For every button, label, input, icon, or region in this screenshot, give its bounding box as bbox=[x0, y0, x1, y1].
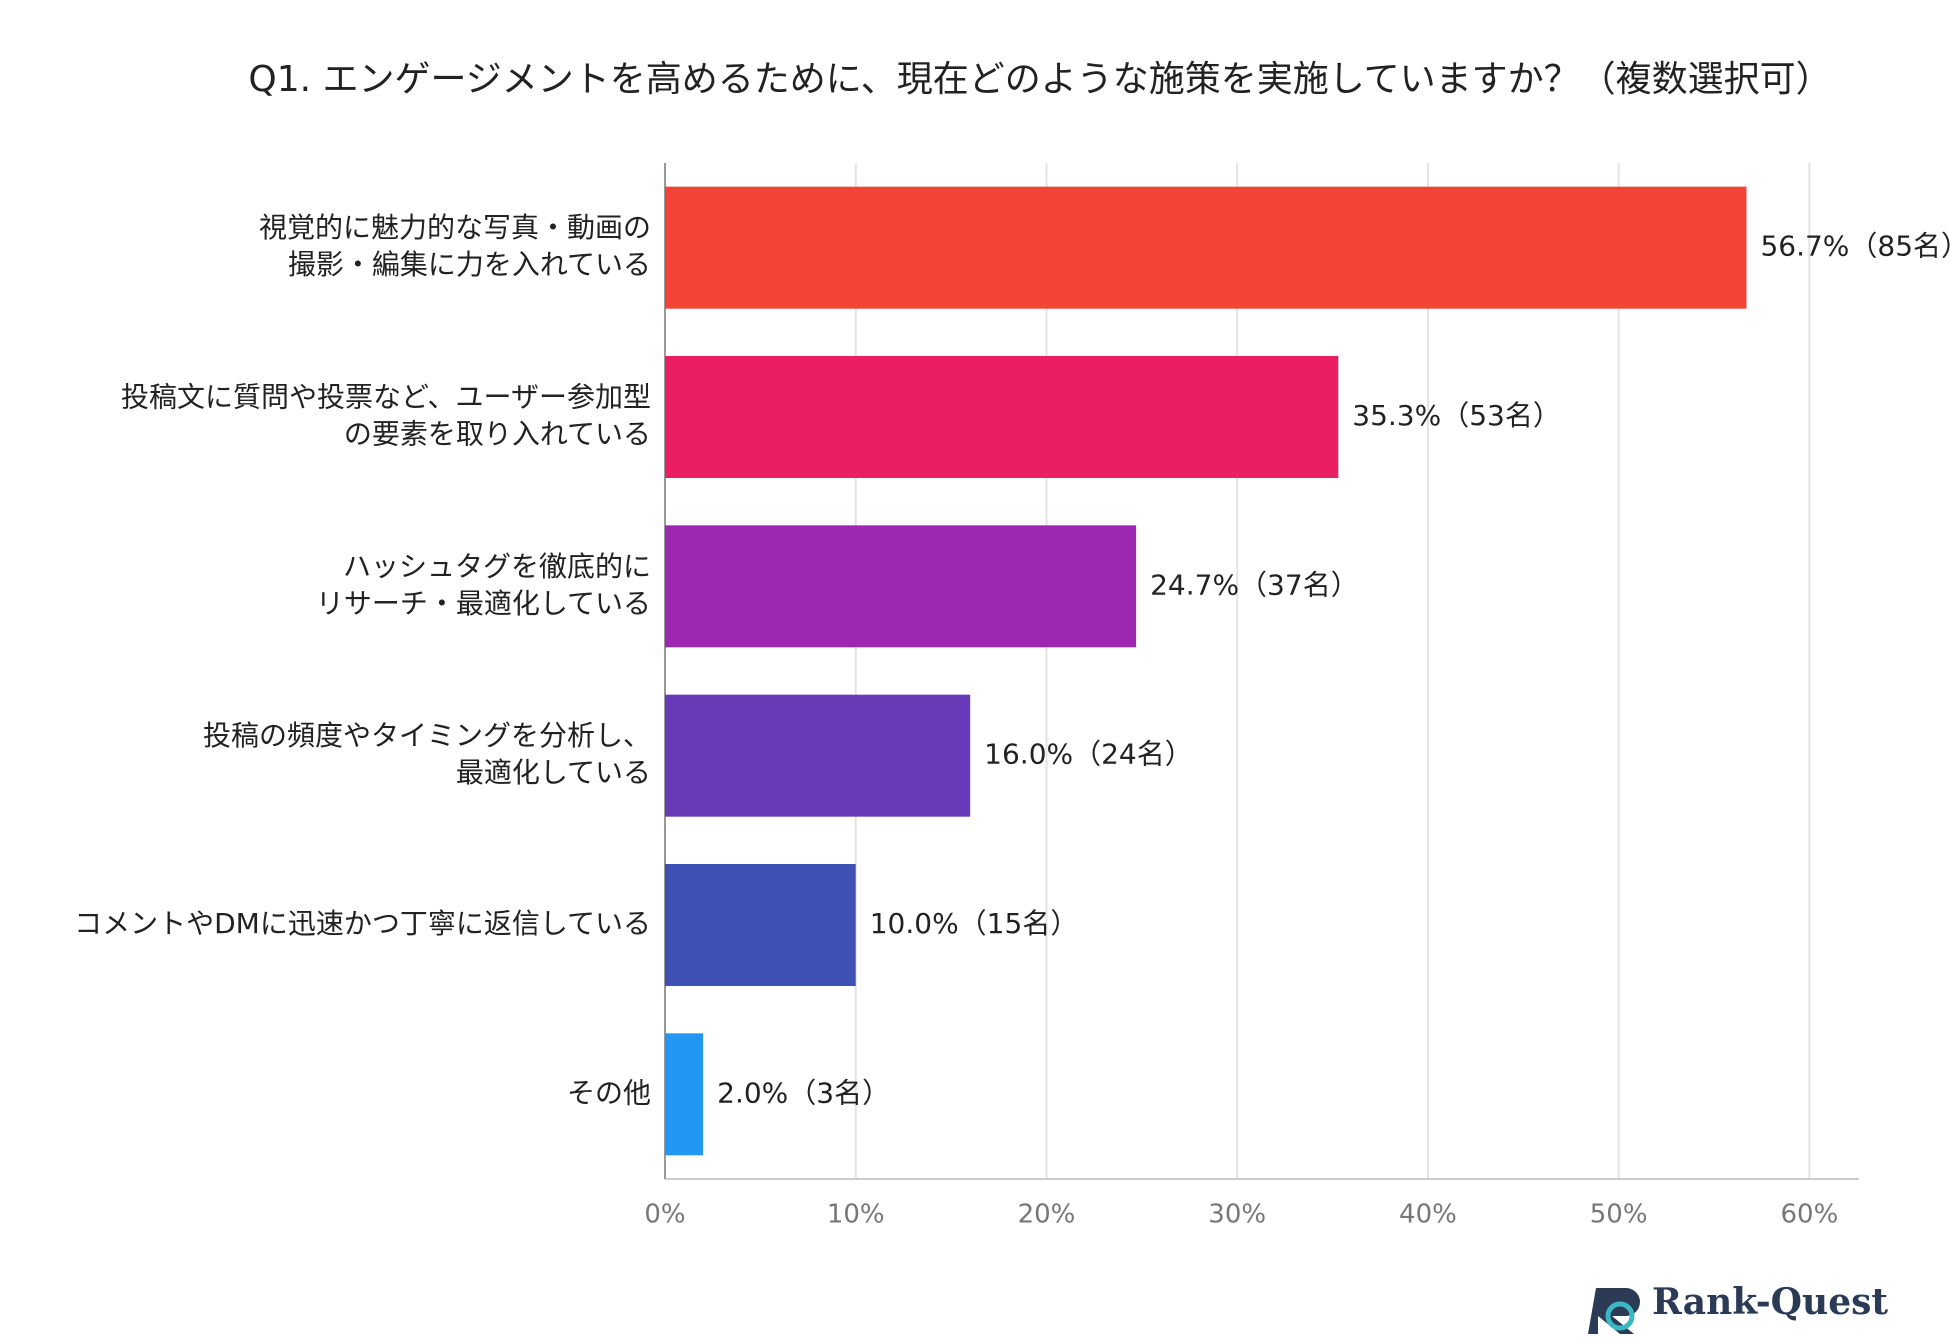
y-tick-label: ハッシュタグを徹底的に bbox=[343, 550, 651, 583]
value-label: 24.7%（37名） bbox=[1150, 568, 1359, 601]
bar bbox=[665, 525, 1137, 648]
x-tick-label: 0% bbox=[644, 1200, 685, 1230]
bar bbox=[665, 694, 971, 817]
y-tick-label: 投稿の頻度やタイミングを分析し、 bbox=[203, 719, 651, 752]
y-tick-label: その他 bbox=[567, 1076, 651, 1109]
y-tick-label: 視覚的に魅力的な写真・動画の bbox=[259, 211, 651, 244]
y-tick-label: 最適化している bbox=[456, 756, 651, 789]
chart-title: Q1. エンゲージメントを高めるために、現在どのような施策を実施していますか？（… bbox=[248, 59, 1831, 100]
logo-icon-ring bbox=[1605, 1301, 1635, 1331]
logo-text: Rank-Quest bbox=[1652, 1281, 1888, 1323]
x-tick-label: 60% bbox=[1781, 1200, 1839, 1230]
bar bbox=[665, 186, 1747, 309]
y-tick-label: リサーチ・最適化している bbox=[316, 587, 651, 620]
bar bbox=[665, 356, 1339, 478]
x-tick-label: 40% bbox=[1399, 1200, 1457, 1230]
y-tick-label: コメントやDMに迅速かつ丁寧に返信している bbox=[74, 907, 651, 940]
y-tick-label: 投稿文に質問や投票など、ユーザー参加型 bbox=[121, 381, 651, 414]
value-label: 10.0%（15名） bbox=[870, 907, 1079, 940]
y-tick-label: の要素を取り入れている bbox=[344, 418, 651, 451]
x-tick-label: 50% bbox=[1590, 1200, 1648, 1230]
logo-icon bbox=[1588, 1288, 1640, 1334]
x-tick-label: 20% bbox=[1018, 1200, 1076, 1230]
y-tick-label: 撮影・編集に力を入れている bbox=[288, 248, 651, 281]
bar bbox=[665, 864, 856, 986]
logo: Rank-Quest bbox=[1588, 1281, 1888, 1334]
value-label: 35.3%（53名） bbox=[1352, 399, 1561, 432]
x-tick-label: 10% bbox=[827, 1200, 885, 1230]
value-label: 56.7%（85名） bbox=[1760, 230, 1950, 263]
value-label: 2.0%（3名） bbox=[717, 1076, 890, 1109]
x-tick-label: 30% bbox=[1208, 1200, 1266, 1230]
value-label: 16.0%（24名） bbox=[984, 738, 1193, 771]
bar bbox=[665, 1033, 704, 1156]
